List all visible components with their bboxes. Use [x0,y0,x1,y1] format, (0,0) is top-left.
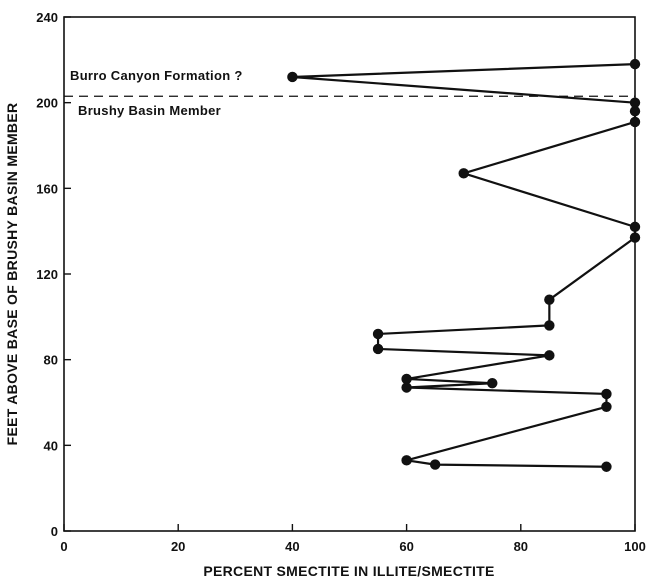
x-axis-title: PERCENT SMECTITE IN ILLITE/SMECTITE [203,563,494,579]
annotation-below: Brushy Basin Member [78,103,221,118]
y-tick-label: 120 [36,267,58,282]
plot-frame [63,16,636,532]
data-point [372,343,384,355]
data-point [629,116,641,128]
y-tick-label: 200 [36,96,58,111]
x-tick-label: 40 [285,539,299,554]
data-point [601,388,612,400]
x-tick-label: 20 [171,539,185,554]
data-point [287,71,298,83]
y-tick-label: 40 [44,438,58,453]
y-tick-label: 240 [36,10,58,25]
x-tick-label: 0 [60,539,67,554]
data-point [372,328,384,340]
data-point [487,378,498,389]
data-point [544,320,555,331]
data-point [601,401,612,412]
tick-layer: 0 20 40 60 80 100 0 40 80 120 160 200 240 [36,10,646,554]
x-tick-label: 80 [514,539,528,554]
data-point [544,294,555,305]
data-point [429,459,441,470]
data-point [458,168,469,179]
data-point [629,106,641,117]
series-layer [287,58,641,472]
y-axis-title: FEET ABOVE BASE OF BRUSHY BASIN MEMBER [4,103,20,446]
x-tick-label: 60 [399,539,413,554]
data-point [401,382,412,393]
y-tick-label: 160 [36,181,58,196]
data-point [401,373,412,385]
series-line [291,63,637,468]
annotation-above: Burro Canyon Formation ? [70,68,243,83]
data-point [401,455,412,466]
data-point [544,350,555,361]
data-point [629,232,641,243]
data-point [601,461,612,472]
x-tick-label: 100 [624,539,646,554]
data-point [629,97,641,108]
data-point [629,221,641,233]
y-tick-label: 80 [44,353,58,368]
y-tick-label: 0 [51,524,58,539]
data-point [629,58,641,70]
